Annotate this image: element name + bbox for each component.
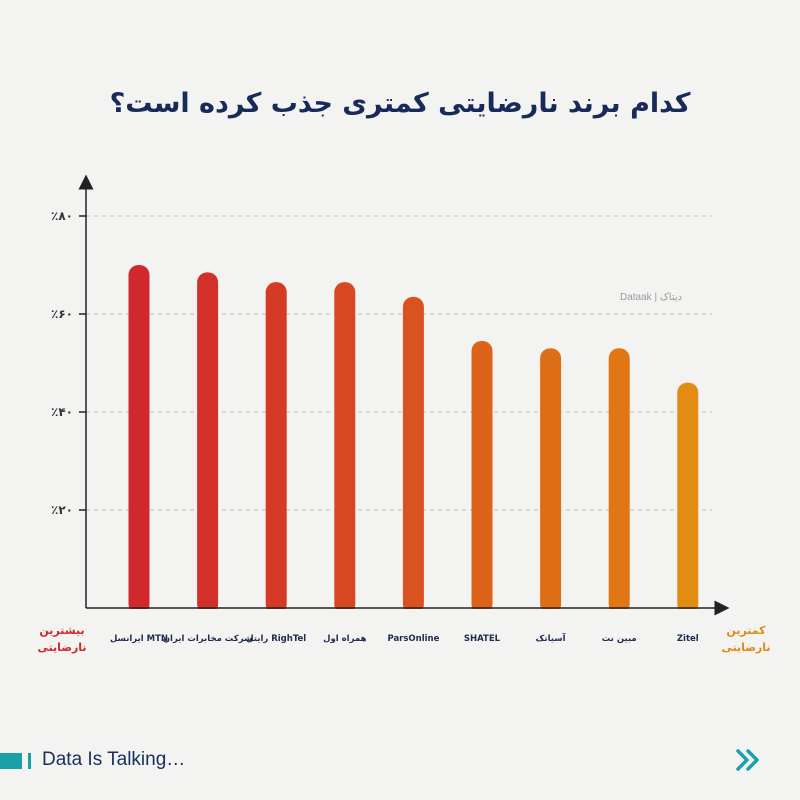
chart-title: کدام برند نارضایتی کمتری جذب کرده است؟ (109, 88, 691, 119)
y-tick-label: ٪۴۰ (51, 405, 73, 419)
footer-accent-line (28, 753, 31, 769)
bar (402, 296, 424, 614)
bar (608, 348, 630, 614)
least-dissatisfaction-label: کمترین نارضایتی (721, 624, 771, 654)
x-category-label: ایرانسل MTN (110, 634, 168, 644)
bar (677, 382, 699, 614)
bar (128, 265, 150, 614)
bar (265, 282, 287, 614)
y-tick-label: ٪۸۰ (51, 209, 73, 223)
x-category-label: شرکت مخابرات ایران (163, 634, 253, 644)
bar (334, 282, 356, 614)
x-category-label: همراه اول (323, 634, 366, 644)
x-category-label: ParsOnline (387, 634, 439, 644)
footer-accent-bar (0, 753, 22, 769)
bar (540, 348, 562, 614)
baseline-mask (87, 609, 727, 617)
x-category-label: آسیاتک (536, 632, 567, 644)
x-category-label: Zitel (677, 634, 699, 644)
y-tick-label: ٪۶۰ (51, 307, 73, 321)
footer-tagline: Data Is Talking… (42, 749, 186, 770)
watermark: Dataak | دیتاک (620, 292, 683, 303)
bar (471, 340, 493, 614)
x-category-label: رایتل RighTel (246, 634, 306, 644)
y-tick-label: ٪۲۰ (51, 503, 73, 517)
next-arrows-icon[interactable] (734, 746, 764, 774)
x-category-label: SHATEL (464, 634, 501, 644)
x-category-label: مبین نت (602, 634, 637, 644)
most-dissatisfaction-label: بیشترین نارضایتی (37, 624, 87, 654)
bar (197, 272, 219, 614)
